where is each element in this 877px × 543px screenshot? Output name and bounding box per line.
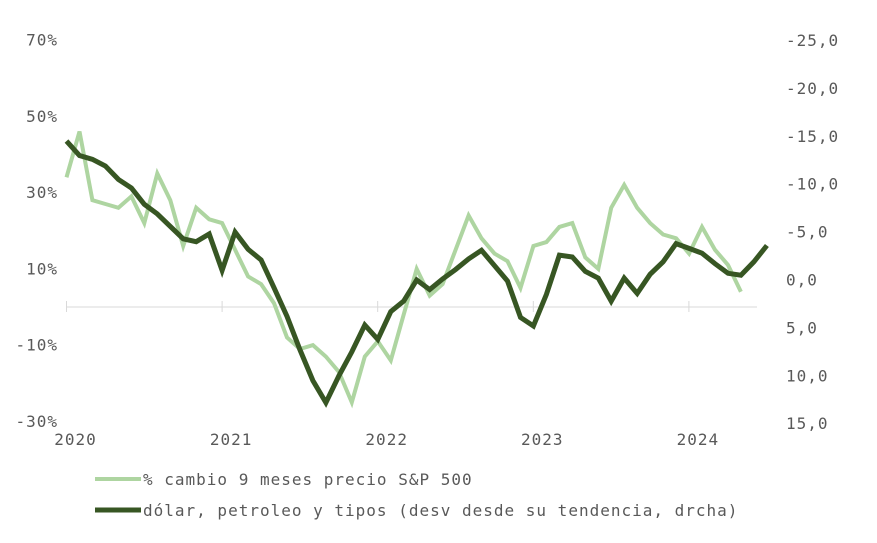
- left-axis-tick-label: 10%: [26, 259, 58, 278]
- left-axis-tick-label: 30%: [26, 183, 58, 202]
- x-axis-year-label: 2021: [210, 430, 253, 449]
- series-line-0: [64, 130, 743, 409]
- legend-label-dolar-petroleo-tipos: dólar, petroleo y tipos (desv desde su t…: [143, 500, 739, 520]
- legend-item-sp500: % cambio 9 meses precio S&P 500: [95, 468, 738, 490]
- right-axis-tick-label: 5,0: [786, 318, 818, 337]
- right-axis-tick-label: -10,0: [786, 175, 839, 194]
- legend-swatch-dolar-petroleo-tipos: [95, 507, 141, 513]
- x-axis-year-label: 2022: [365, 430, 408, 449]
- left-axis-tick-label: -30%: [15, 412, 58, 431]
- legend: % cambio 9 meses precio S&P 500 dólar, p…: [95, 468, 738, 521]
- right-axis-tick-label: -20,0: [786, 79, 839, 98]
- left-axis-tick-label: 50%: [26, 107, 58, 126]
- right-axis-tick-label: 15,0: [786, 414, 829, 433]
- legend-swatch-sp500: [95, 477, 141, 481]
- right-axis-tick-label: 0,0: [786, 271, 818, 290]
- x-axis-year-label: 2024: [677, 430, 720, 449]
- x-axis-year-label: 2023: [521, 430, 564, 449]
- series-line-1: [64, 139, 769, 408]
- legend-item-dolar-petroleo-tipos: dólar, petroleo y tipos (desv desde su t…: [95, 499, 738, 521]
- right-axis-tick-label: 10,0: [786, 366, 829, 385]
- left-axis-tick-label: 70%: [26, 30, 58, 49]
- legend-label-sp500: % cambio 9 meses precio S&P 500: [143, 469, 473, 489]
- x-axis-year-label: 2020: [54, 430, 97, 449]
- left-axis-tick-label: -10%: [15, 336, 58, 355]
- right-axis-tick-label: -25,0: [786, 31, 839, 50]
- right-axis-tick-label: -15,0: [786, 127, 839, 146]
- right-axis-tick-label: -5,0: [786, 223, 829, 242]
